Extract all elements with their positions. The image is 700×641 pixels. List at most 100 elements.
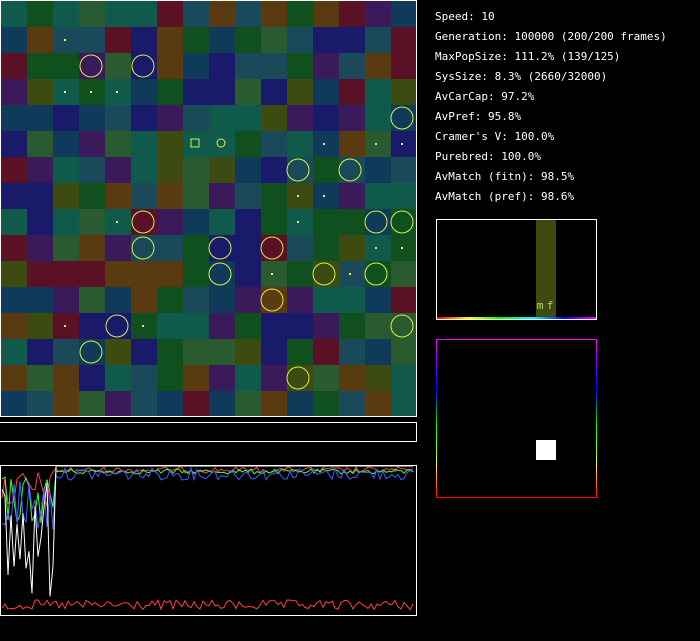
cell: [365, 79, 391, 105]
cell: [287, 261, 313, 287]
cell: [183, 287, 209, 313]
preference-point: [536, 440, 556, 460]
cell: [105, 391, 131, 417]
history-line: [1, 468, 414, 524]
cell: [53, 131, 79, 157]
cell: [157, 313, 183, 339]
cell: [209, 313, 235, 339]
cell: [1, 1, 27, 27]
cell: [287, 27, 313, 53]
cell: [313, 339, 339, 365]
cell: [183, 105, 209, 131]
cell: [157, 365, 183, 391]
cell: [1, 365, 27, 391]
cell: [53, 365, 79, 391]
cell: [339, 1, 365, 27]
cell: [313, 209, 339, 235]
stat-line: MaxPopSize: 111.2% (139/125): [435, 50, 620, 63]
agent-dot: [323, 195, 325, 197]
cell: [391, 391, 417, 417]
cell: [339, 53, 365, 79]
cell: [287, 391, 313, 417]
cell: [339, 287, 365, 313]
agent: [131, 236, 155, 260]
cell: [391, 235, 417, 261]
cell: [53, 105, 79, 131]
cell: [183, 339, 209, 365]
cell: [261, 261, 287, 287]
cell: [391, 53, 417, 79]
cell: [79, 131, 105, 157]
history-line: [1, 465, 413, 597]
cell: [365, 391, 391, 417]
cell: [79, 339, 105, 365]
cell: [261, 27, 287, 53]
agent-dot: [142, 325, 144, 327]
cell: [183, 209, 209, 235]
cell: [105, 339, 131, 365]
cell: [27, 183, 53, 209]
cell: [209, 183, 235, 209]
agent: [286, 158, 310, 182]
cell: [27, 79, 53, 105]
cell: [53, 339, 79, 365]
cell: [1, 183, 27, 209]
cell: [183, 79, 209, 105]
cell: [53, 261, 79, 287]
cell: [79, 27, 105, 53]
cell: [53, 53, 79, 79]
cell: [209, 365, 235, 391]
cell: [131, 183, 157, 209]
cell: [313, 235, 339, 261]
cell: [365, 339, 391, 365]
cell: [287, 209, 313, 235]
cell: [339, 365, 365, 391]
cell: [131, 339, 157, 365]
cell: [183, 131, 209, 157]
cell: [183, 235, 209, 261]
cell: [183, 157, 209, 183]
cell: [209, 339, 235, 365]
cell: [157, 287, 183, 313]
agent-dot: [349, 273, 351, 275]
histogram-box: [436, 219, 597, 320]
cell: [313, 79, 339, 105]
cell: [1, 105, 27, 131]
cell: [157, 131, 183, 157]
cell: [27, 1, 53, 27]
cell: [339, 235, 365, 261]
agent-dot: [64, 39, 66, 41]
cell: [209, 53, 235, 79]
cell: [79, 157, 105, 183]
cell: [287, 287, 313, 313]
cell: [131, 131, 157, 157]
agent: [208, 262, 232, 286]
cell: [105, 313, 131, 339]
cell: [313, 365, 339, 391]
color-scale: [437, 317, 596, 319]
cell: [235, 261, 261, 287]
cell: [235, 131, 261, 157]
cell: [209, 157, 235, 183]
cell: [79, 313, 105, 339]
cell: [79, 105, 105, 131]
agent: [79, 340, 103, 364]
cell: [287, 105, 313, 131]
cell: [27, 53, 53, 79]
agent: [390, 210, 414, 234]
cell: [261, 1, 287, 27]
cell: [339, 131, 365, 157]
cell: [157, 27, 183, 53]
cell: [157, 183, 183, 209]
cell: [53, 1, 79, 27]
cell: [27, 105, 53, 131]
cell: [131, 287, 157, 313]
cell: [209, 287, 235, 313]
cell: [391, 79, 417, 105]
cell: [391, 157, 417, 183]
cell: [339, 391, 365, 417]
cell: [287, 183, 313, 209]
cell: [365, 53, 391, 79]
cell: [235, 287, 261, 313]
agent: [390, 106, 414, 130]
